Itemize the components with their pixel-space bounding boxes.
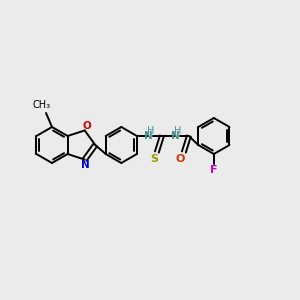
Text: F: F [210,165,218,175]
Text: H: H [174,126,182,136]
Text: CH₃: CH₃ [33,100,51,110]
Text: O: O [175,154,184,164]
Text: S: S [150,154,158,164]
Text: O: O [82,122,91,131]
Text: N: N [143,131,152,141]
Text: N: N [81,160,90,170]
Text: N: N [170,131,179,141]
Text: H: H [147,126,155,136]
